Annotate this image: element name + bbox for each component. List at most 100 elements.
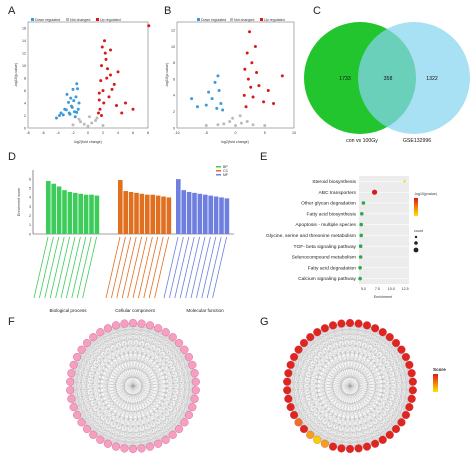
network-edge [93,328,109,435]
network-edge [341,323,413,391]
pathway-label: Fatty acid biosynthesis [307,211,357,217]
legend-swatch-cc [216,170,221,172]
network-node [320,439,329,448]
size-legend-large [413,247,419,253]
network-edge [86,325,151,430]
network-edge [374,364,410,444]
network-edge [389,337,410,408]
network-edge [303,342,368,447]
y-tick-label: 8 [173,61,175,65]
category-label-mark [196,236,211,299]
network-node [306,430,315,439]
network-edge [303,328,376,344]
data-point [59,111,63,115]
network-edge [349,322,383,440]
network-edge [141,398,195,449]
category-label-mark [190,236,206,299]
network-edge [395,357,407,430]
network-edge [141,323,196,391]
network-edge [76,322,134,416]
network-edge [290,325,368,366]
data-point [77,117,81,121]
network-edge [73,337,173,408]
network-edge [81,349,159,444]
y-tick-label: 6 [173,77,175,81]
network-edge [71,373,117,447]
network-edge [71,325,151,399]
network-edge [358,328,376,449]
network-edge [107,381,196,444]
bar [139,193,145,234]
pathway-labels: Steroid biosynthesis ABC transporters Othe… [266,179,357,282]
network-edge [124,337,173,449]
network-edge [124,414,189,449]
x-tick-label: -10 [174,131,179,135]
y-tick-label: 4 [24,101,26,105]
network-node [66,377,75,386]
bar [89,194,94,234]
data-point [266,88,270,92]
network-edge [100,332,134,450]
data-point [243,67,247,71]
pathway-label: ABC transporters [318,190,356,196]
network-edge [303,428,376,444]
network-edge [107,328,185,423]
network-edge [93,337,196,391]
x-tick-label: 2 [102,131,104,135]
network-edge [115,325,185,350]
network-node [89,333,98,342]
network-edge [317,332,413,382]
network-edge [70,390,134,450]
data-point [358,276,362,281]
legend-label-up: Up regulated [100,18,121,22]
network-edge [93,434,166,440]
ppi-network-f [66,318,200,454]
bar [176,179,181,234]
network-edge [310,428,397,435]
category-label-mark [76,236,92,299]
network-edge [294,414,402,423]
network-edge [288,364,410,374]
network-edge [317,332,412,399]
network-edge [288,398,359,449]
network-edge [287,381,402,423]
data-point [74,95,78,99]
data-point [106,67,109,71]
network-edge [73,337,94,408]
network-node [405,403,414,412]
network-node [188,403,197,412]
network-node [154,439,163,448]
network-edge [100,332,196,382]
network-edge [77,356,196,382]
network-edge [298,349,413,391]
network-edge [294,356,413,382]
data-point [75,82,79,86]
network-node [354,444,363,453]
network-edge [389,337,402,423]
data-point [55,116,58,120]
network-edges [287,322,413,450]
network-edge [132,407,193,450]
network-edge [157,328,193,408]
network-node [286,403,295,412]
data-point [251,123,255,127]
network-edge [107,328,193,408]
network-edge [290,342,397,366]
network-edge [70,323,125,391]
network-edge [303,325,334,430]
network-edge [141,381,196,449]
network-edge [107,328,196,391]
data-point [228,119,232,123]
network-edge [287,390,383,440]
network-edge [317,390,413,440]
network-edge [71,398,142,449]
size-legend-small [414,235,418,239]
network-node [69,360,78,369]
colorbar-title: -log10(pvalue) [414,192,437,196]
network-edge [100,332,190,416]
network-edge [341,414,406,449]
group-label-mf: Molecular function [186,308,224,313]
network-edge [324,349,402,444]
data-point [76,107,80,111]
network-edge [71,332,101,399]
